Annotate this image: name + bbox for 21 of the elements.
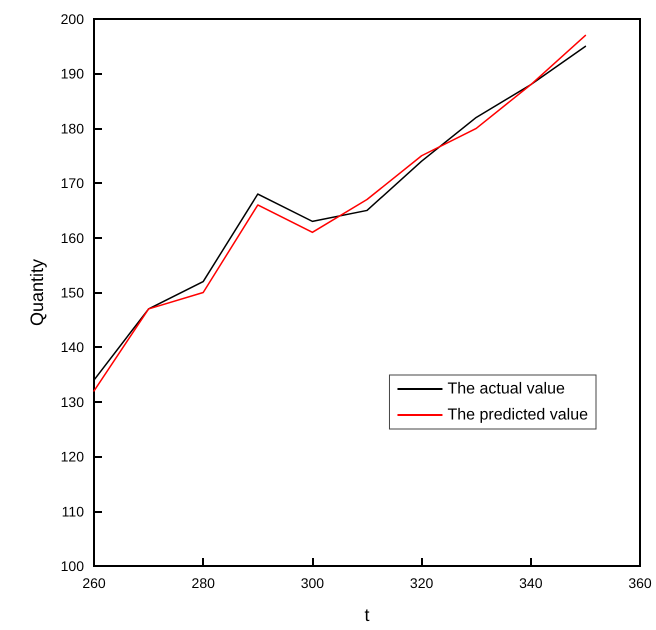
x-tick-label: 360 <box>628 575 652 591</box>
x-tick-label: 300 <box>300 575 324 591</box>
y-tick-label: 190 <box>60 66 84 82</box>
x-axis-title: t <box>364 605 370 625</box>
y-tick-label: 110 <box>62 503 84 520</box>
x-tick-label: 340 <box>519 575 543 591</box>
y-tick-label: 170 <box>60 175 84 192</box>
y-tick-label: 130 <box>60 394 84 410</box>
x-tick-label: 280 <box>192 575 216 591</box>
x-tick-label: 260 <box>82 575 106 591</box>
y-tick-label: 160 <box>60 230 84 246</box>
y-axis-title: Quantity <box>27 258 47 326</box>
y-tick-label: 100 <box>60 558 84 574</box>
y-tick-label: 140 <box>60 339 84 356</box>
y-tick-label: 200 <box>60 11 84 27</box>
legend-label: The predicted value <box>447 406 588 424</box>
legend-label: The actual value <box>447 380 565 398</box>
x-tick-label: 320 <box>410 575 434 591</box>
y-tick-label: 180 <box>60 120 84 136</box>
y-tick-label: 120 <box>60 448 84 465</box>
y-tick-label: 150 <box>60 284 84 300</box>
